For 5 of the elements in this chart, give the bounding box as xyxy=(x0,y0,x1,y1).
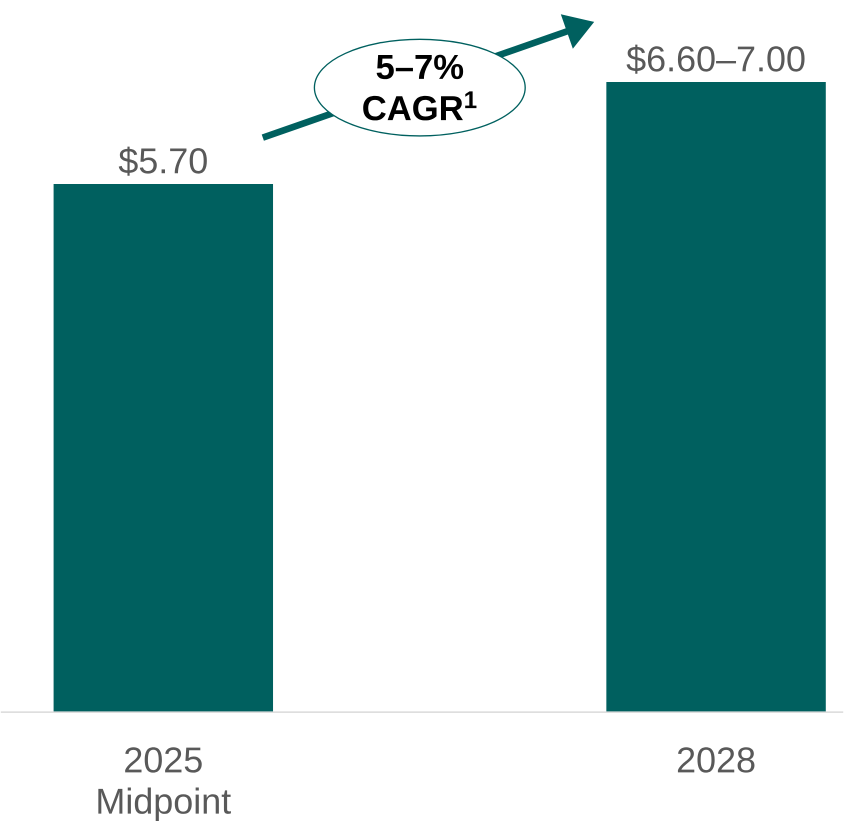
x-tick-label: 2025 Midpoint xyxy=(98,747,231,821)
data-label: $5.70 xyxy=(118,146,207,176)
data-label: $6.60–7.00 xyxy=(626,44,805,74)
x-tick-label: 2028 xyxy=(678,747,754,772)
annotation: 5–7% CAGR$^{1}$ xyxy=(363,54,476,120)
